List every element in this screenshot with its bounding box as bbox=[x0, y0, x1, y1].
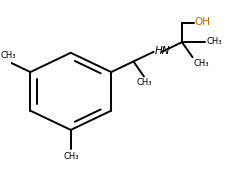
Text: HN: HN bbox=[155, 46, 170, 56]
Text: CH₃: CH₃ bbox=[0, 51, 16, 61]
Text: CH₃: CH₃ bbox=[194, 59, 209, 68]
Text: CH₃: CH₃ bbox=[206, 37, 222, 46]
Text: OH: OH bbox=[195, 17, 211, 27]
Text: CH₃: CH₃ bbox=[63, 152, 79, 161]
Text: CH₃: CH₃ bbox=[136, 78, 152, 87]
